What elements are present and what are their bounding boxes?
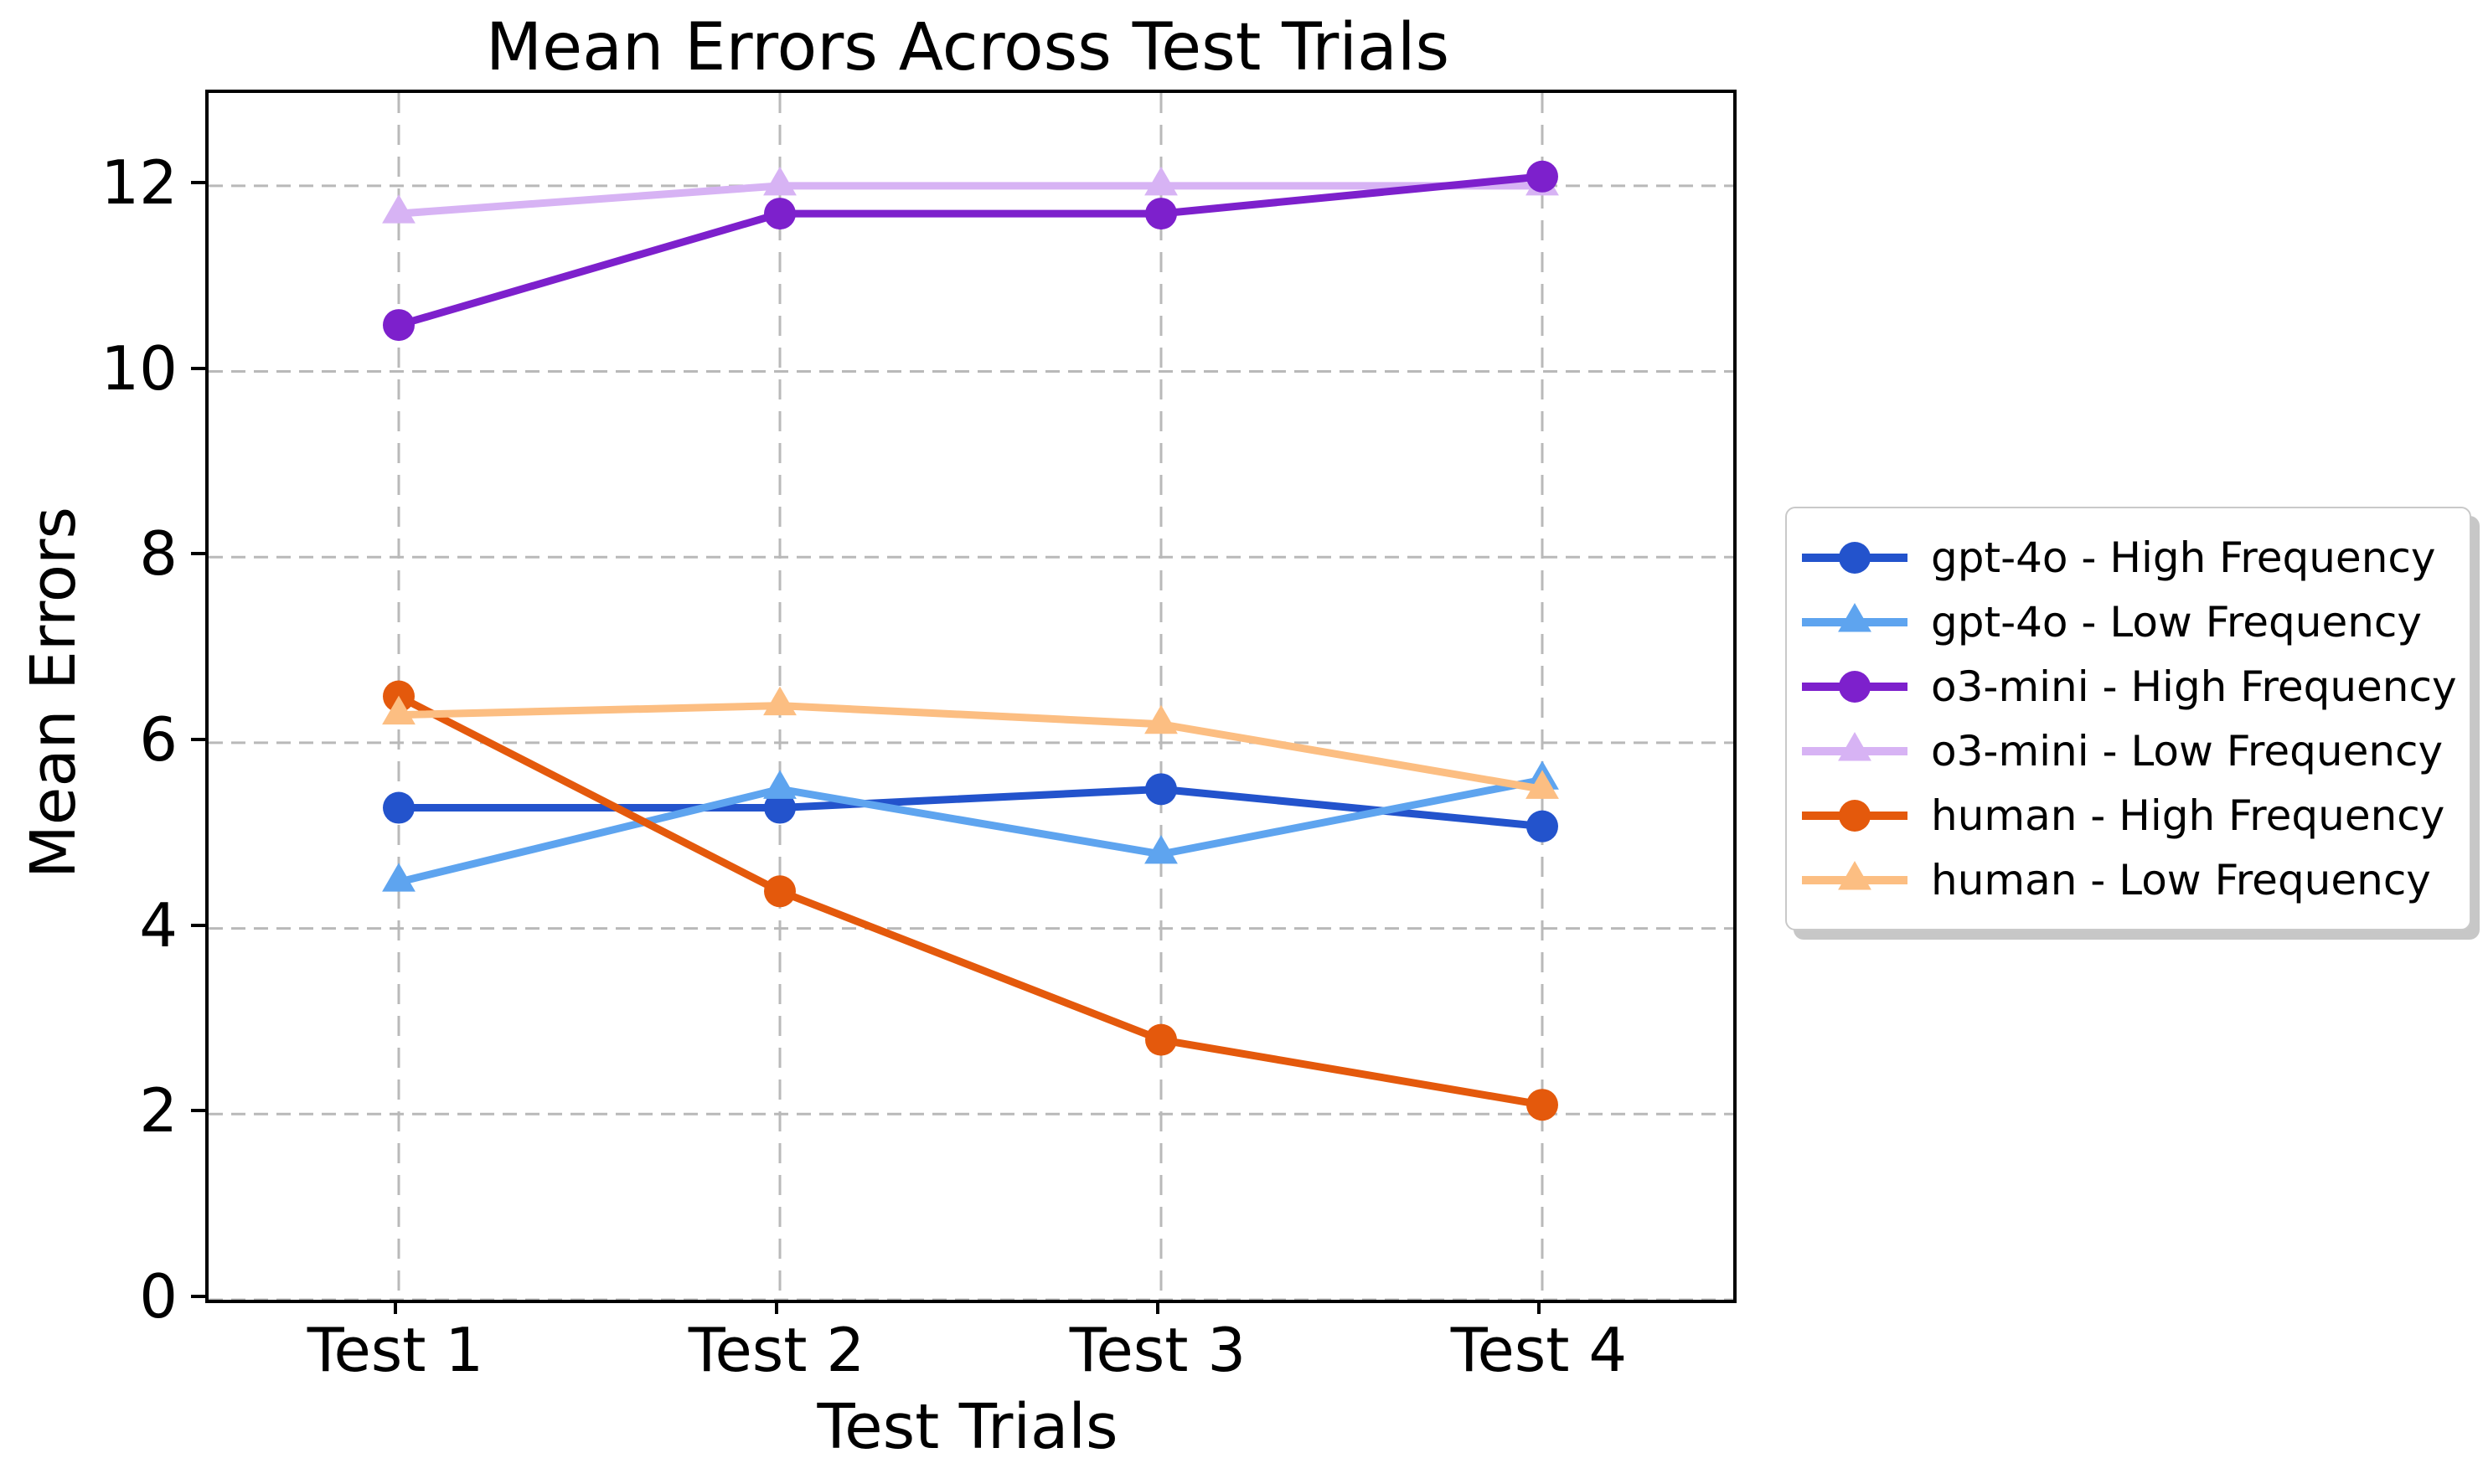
data-point-triangle xyxy=(382,695,416,725)
x-tick-label: Test 4 xyxy=(1450,1315,1628,1385)
legend-entry: human - Low Frequency xyxy=(1800,848,2461,912)
legend-entry: gpt-4o - High Frequency xyxy=(1800,525,2461,590)
x-tick-mark xyxy=(1156,1300,1159,1314)
y-tick-mark xyxy=(191,180,205,184)
y-tick-mark xyxy=(191,1295,205,1298)
series-line xyxy=(395,785,1546,831)
data-point-circle xyxy=(1145,1023,1177,1056)
legend-triangle-marker xyxy=(1802,602,1907,631)
data-point-triangle xyxy=(1525,770,1559,799)
data-point-triangle xyxy=(1144,834,1178,864)
data-point-circle xyxy=(1839,799,1871,832)
data-point-circle xyxy=(1145,773,1177,806)
data-point-circle xyxy=(383,309,415,342)
y-tick-mark xyxy=(191,1109,205,1113)
x-tick-mark xyxy=(1537,1300,1541,1314)
y-tick-label: 0 xyxy=(139,1261,178,1332)
legend-triangle-marker xyxy=(1802,860,1907,889)
y-tick-label: 4 xyxy=(139,889,178,961)
data-point-circle xyxy=(1839,541,1871,574)
data-point-triangle xyxy=(1838,731,1871,760)
data-point-circle xyxy=(1526,810,1558,842)
x-tick-mark xyxy=(394,1300,397,1314)
x-tick-label: Test 1 xyxy=(307,1315,484,1385)
y-tick-label: 8 xyxy=(139,518,178,590)
data-point-triangle xyxy=(382,194,416,224)
data-point-circle xyxy=(764,791,796,824)
legend-circle-marker xyxy=(1802,541,1907,574)
legend-circle-marker xyxy=(1802,670,1907,703)
data-point-circle xyxy=(1839,670,1871,703)
data-point-triangle xyxy=(1838,602,1871,631)
series-line xyxy=(395,182,1546,218)
x-tick-mark xyxy=(775,1300,778,1314)
legend-entry: o3-mini - High Frequency xyxy=(1800,654,2461,719)
x-axis-label: Test Trials xyxy=(817,1391,1118,1463)
legend-label: gpt-4o - Low Frequency xyxy=(1931,597,2423,647)
y-tick-label: 12 xyxy=(101,147,178,218)
data-point-triangle xyxy=(763,686,797,716)
data-point-triangle xyxy=(763,770,797,799)
data-point-circle xyxy=(764,875,796,908)
x-tick-label: Test 2 xyxy=(688,1315,865,1385)
y-tick-mark xyxy=(191,737,205,741)
legend-label: gpt-4o - High Frequency xyxy=(1931,533,2436,582)
data-point-triangle xyxy=(1144,704,1178,734)
legend-entry: human - High Frequency xyxy=(1800,783,2461,848)
y-tick-label: 6 xyxy=(139,703,178,775)
plot-area xyxy=(205,90,1737,1303)
legend-circle-marker xyxy=(1802,799,1907,832)
y-tick-mark xyxy=(191,923,205,927)
y-tick-label: 2 xyxy=(139,1075,178,1146)
x-tick-label: Test 3 xyxy=(1069,1315,1247,1385)
series-line xyxy=(395,173,1546,329)
legend-label: o3-mini - High Frequency xyxy=(1931,662,2457,711)
legend-entry: gpt-4o - Low Frequency xyxy=(1800,590,2461,654)
data-point-triangle xyxy=(763,166,797,196)
series-line xyxy=(395,693,1546,1109)
chart-canvas xyxy=(209,93,1733,1300)
data-point-triangle xyxy=(1144,166,1178,196)
series-line xyxy=(395,775,1546,886)
chart-title: Mean Errors Across Test Trials xyxy=(485,10,1450,85)
legend-label: human - Low Frequency xyxy=(1931,855,2431,904)
y-tick-label: 10 xyxy=(101,332,178,404)
legend-label: o3-mini - Low Frequency xyxy=(1931,726,2444,775)
y-tick-mark xyxy=(191,552,205,556)
data-point-circle xyxy=(764,198,796,230)
legend-triangle-marker xyxy=(1802,731,1907,760)
data-point-circle xyxy=(1526,1089,1558,1121)
legend-entry: o3-mini - Low Frequency xyxy=(1800,719,2461,783)
series-line xyxy=(395,702,1546,793)
y-tick-mark xyxy=(191,366,205,370)
data-point-circle xyxy=(1145,198,1177,230)
data-point-circle xyxy=(1526,160,1558,193)
legend: gpt-4o - High Frequency gpt-4o - Low Freq… xyxy=(1785,507,2471,930)
data-point-circle xyxy=(383,791,415,824)
data-point-triangle xyxy=(1838,860,1871,889)
data-point-triangle xyxy=(382,863,416,892)
legend-label: human - High Frequency xyxy=(1931,791,2445,840)
